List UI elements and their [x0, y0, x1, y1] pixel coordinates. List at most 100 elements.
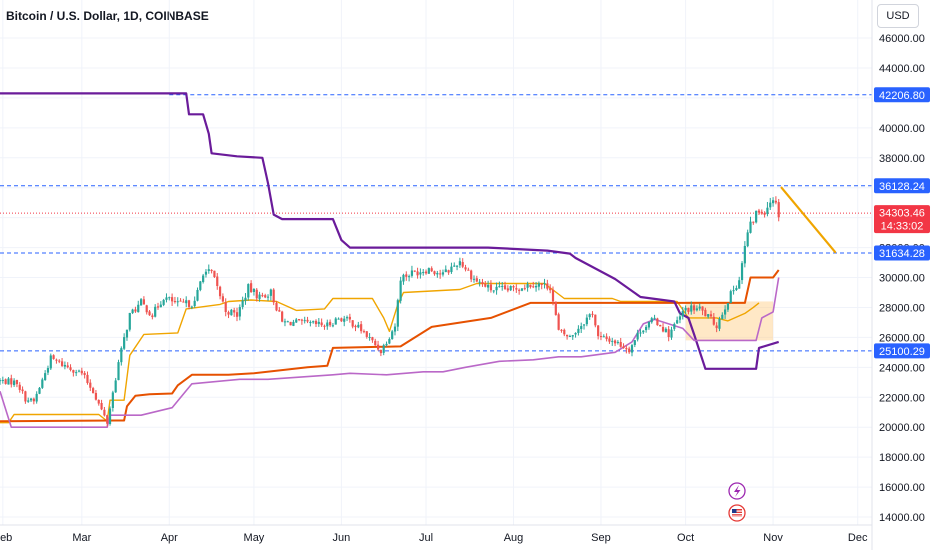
candle	[187, 299, 191, 310]
candle	[752, 221, 755, 225]
candle	[766, 201, 769, 217]
candle	[309, 320, 312, 327]
candle	[29, 397, 33, 403]
candle	[639, 329, 642, 337]
candle	[235, 307, 239, 322]
y-tick-label: 16000.00	[879, 482, 925, 494]
candle	[75, 369, 78, 377]
candle	[286, 320, 289, 323]
candle	[408, 274, 411, 282]
span-short-series[interactable]	[0, 277, 780, 428]
x-tick-label: May	[244, 532, 265, 544]
candle	[306, 316, 309, 324]
candle	[599, 331, 603, 341]
candle	[673, 322, 676, 331]
candle	[642, 330, 645, 334]
candle	[77, 369, 81, 373]
candle	[393, 323, 397, 336]
candle	[97, 399, 100, 406]
level-price-label-bg	[874, 87, 930, 103]
candle	[419, 268, 422, 279]
candle	[72, 369, 75, 377]
candle	[247, 283, 250, 301]
candle	[15, 379, 19, 388]
y-tick-label: 40000.00	[879, 123, 925, 135]
candle	[503, 281, 507, 290]
candle	[501, 282, 504, 291]
candle	[27, 397, 30, 403]
candle	[478, 278, 481, 287]
candle	[732, 285, 735, 295]
candle	[549, 284, 552, 294]
candle	[602, 334, 605, 338]
lightning-bolt-icon[interactable]	[728, 482, 746, 500]
base-line-series[interactable]	[0, 269, 780, 423]
candle	[659, 324, 662, 327]
candle	[295, 317, 298, 323]
candle	[591, 311, 594, 318]
candle	[1, 376, 4, 384]
candle	[582, 324, 586, 330]
candle	[436, 270, 439, 278]
candle	[566, 334, 569, 340]
candle	[137, 300, 140, 313]
candle	[117, 359, 120, 381]
us-flag-icon[interactable]	[728, 504, 746, 522]
candle	[777, 198, 780, 222]
candle	[374, 338, 377, 346]
candle	[667, 326, 670, 342]
candle	[49, 353, 52, 370]
candle	[379, 349, 382, 357]
candle	[83, 371, 86, 379]
candle	[145, 304, 148, 315]
candle	[44, 370, 47, 381]
candle	[360, 321, 363, 334]
candle	[695, 305, 698, 312]
candle	[4, 378, 7, 385]
y-tick-label: 18000.00	[879, 452, 925, 464]
candle	[207, 264, 210, 274]
candle	[439, 269, 442, 279]
candle	[340, 317, 343, 322]
currency-selector-button[interactable]: USD	[877, 4, 919, 28]
candle	[709, 310, 713, 319]
candle	[613, 339, 617, 347]
candle	[123, 333, 126, 351]
candle	[100, 399, 103, 411]
x-tick-label: Oct	[677, 532, 694, 544]
candle	[487, 280, 490, 292]
current-price-label: 34303.46	[879, 208, 925, 220]
span-long-series[interactable]	[0, 92, 780, 370]
candle	[55, 358, 58, 364]
candle	[303, 316, 306, 324]
candle	[661, 323, 665, 333]
forecast-layer	[780, 186, 837, 254]
current-price-label-bg	[874, 205, 930, 234]
y-tick-label: 24000.00	[879, 362, 925, 374]
candle	[165, 293, 168, 303]
x-tick-label: Jun	[333, 532, 351, 544]
candle	[701, 306, 704, 316]
candle	[472, 275, 476, 283]
candle	[577, 325, 580, 336]
candle	[447, 269, 450, 275]
y-tick-label: 30000.00	[879, 273, 925, 285]
candle	[597, 325, 600, 340]
candle	[774, 196, 777, 205]
candle	[388, 337, 391, 345]
candle	[755, 210, 758, 224]
candle	[354, 324, 357, 332]
forecast-arrow[interactable]	[780, 186, 837, 254]
candle	[106, 414, 109, 427]
candle	[351, 320, 354, 329]
candle	[289, 321, 292, 326]
candle	[405, 271, 408, 281]
y-tick-label: 46000.00	[879, 33, 925, 45]
candle	[532, 281, 535, 289]
conversion-line-series[interactable]	[0, 282, 760, 424]
candle	[193, 296, 196, 308]
candle	[433, 270, 436, 276]
candle	[278, 307, 281, 312]
